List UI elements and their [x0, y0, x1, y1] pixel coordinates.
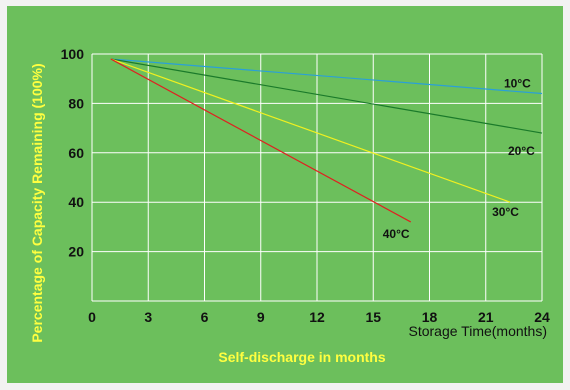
series-label: 10°C — [504, 77, 531, 91]
x-tick-label: 6 — [201, 309, 209, 325]
y-tick-label: 60 — [68, 145, 84, 161]
y-tick-label: 100 — [61, 46, 85, 62]
x-tick-label: 24 — [534, 309, 550, 325]
series-line-40C — [110, 58, 412, 223]
series-line-30C — [110, 58, 511, 203]
y-axis-ticks: 20 40 60 80 100 — [61, 46, 85, 260]
chart-frame: 0 3 6 9 12 15 18 21 24 20 40 60 80 100 10°C 20°C 30°C 4… — [7, 6, 563, 383]
y-axis-label: Percentage of Capacity Remaining (100%) — [29, 63, 45, 342]
series-label: 20°C — [508, 144, 535, 158]
x-tick-label: 0 — [88, 309, 96, 325]
series-lines — [110, 58, 543, 223]
y-tick-label: 20 — [68, 244, 84, 260]
y-tick-label: 80 — [68, 95, 84, 111]
x-tick-label: 12 — [309, 309, 325, 325]
x-axis-label: Storage Time(months) — [409, 323, 548, 339]
x-tick-label: 3 — [144, 309, 152, 325]
line-chart: 0 3 6 9 12 15 18 21 24 20 40 60 80 100 10°C 20°C 30°C 4… — [29, 46, 550, 365]
x-tick-label: 21 — [478, 309, 494, 325]
x-axis-ticks: 0 3 6 9 12 15 18 21 24 — [88, 309, 550, 325]
chart-title: Self-discharge in months — [218, 349, 385, 365]
grid-lines — [91, 53, 543, 302]
y-tick-label: 40 — [68, 194, 84, 210]
series-label: 30°C — [492, 205, 519, 219]
series-line-20C — [110, 58, 543, 134]
series-line-10C — [110, 58, 543, 95]
x-tick-label: 9 — [257, 309, 265, 325]
x-tick-label: 15 — [365, 309, 381, 325]
x-tick-label: 18 — [422, 309, 438, 325]
series-label: 40°C — [383, 227, 410, 241]
series-labels: 10°C 20°C 30°C 40°C — [383, 77, 535, 241]
